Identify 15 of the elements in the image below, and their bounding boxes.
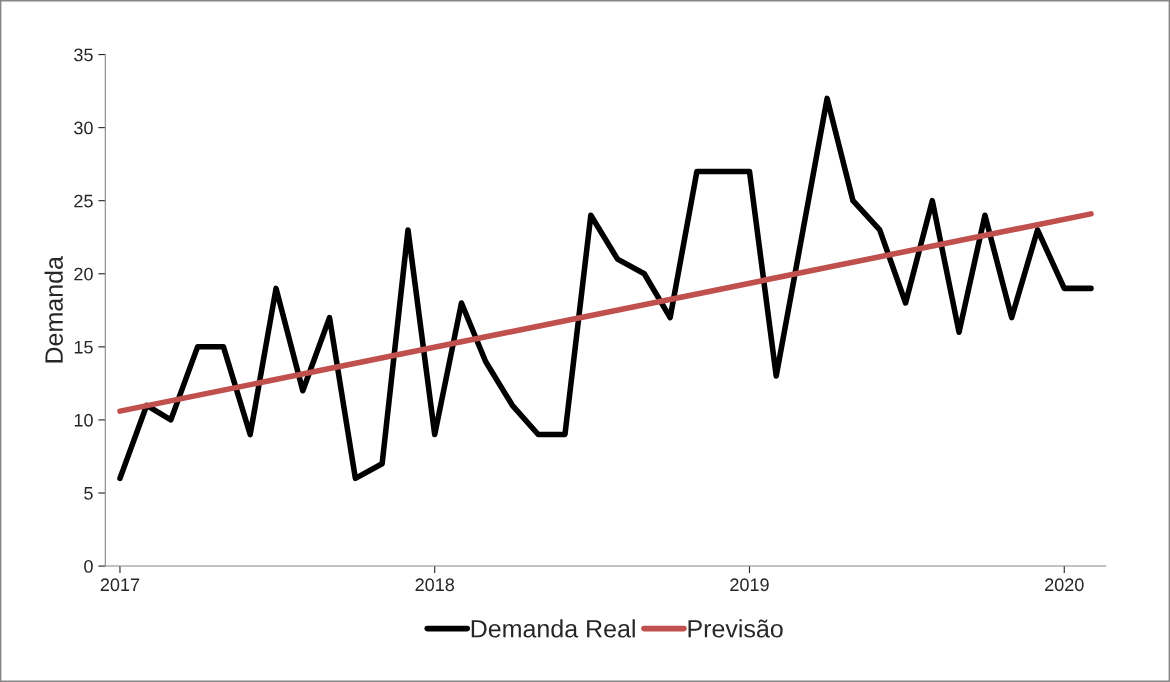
- y-tick-label: 35: [74, 48, 93, 62]
- x-tick-label: 2017: [100, 578, 140, 592]
- x-tick-label: 2019: [730, 578, 769, 592]
- y-axis-title: Demanda: [44, 256, 63, 363]
- y-tick-label: 0: [84, 559, 93, 573]
- y-tick-label: 25: [74, 194, 93, 208]
- x-tick-label: 2018: [415, 578, 455, 592]
- legend-label: Previsão: [688, 619, 783, 638]
- y-tick-label: 20: [74, 267, 93, 281]
- y-tick-label: 30: [74, 121, 93, 135]
- y-tick-label: 10: [74, 413, 93, 427]
- legend-label: Demanda Real: [471, 619, 635, 638]
- x-tick-label: 2020: [1045, 578, 1084, 592]
- y-tick-label: 5: [84, 487, 93, 500]
- y-tick-label: 15: [74, 340, 93, 354]
